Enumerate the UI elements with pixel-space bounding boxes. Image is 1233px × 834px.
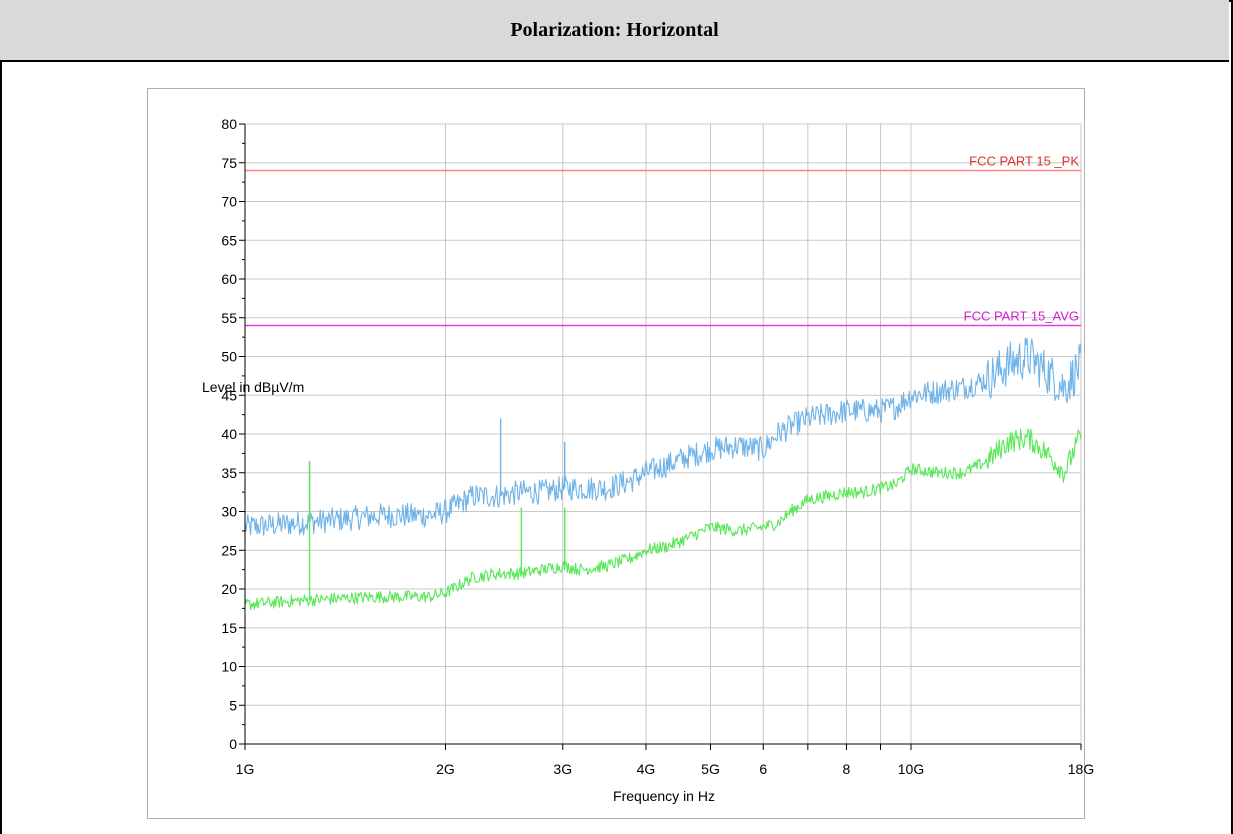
x-tick-label: 6 bbox=[759, 761, 767, 777]
y-tick-label: 0 bbox=[229, 736, 237, 752]
header-bar: Polarization: Horizontal bbox=[0, 0, 1229, 62]
x-tick-label: 5G bbox=[701, 761, 720, 777]
x-tick-label: 3G bbox=[553, 761, 572, 777]
chart-box bbox=[147, 88, 1085, 819]
series-group bbox=[244, 337, 1082, 611]
y-tick-label: 80 bbox=[221, 116, 237, 132]
y-tick-label: 35 bbox=[221, 465, 237, 481]
y-tick-label: 70 bbox=[221, 194, 237, 210]
y-tick-label: 20 bbox=[221, 581, 237, 597]
y-tick-label: 45 bbox=[221, 387, 237, 403]
y-tick-label: 5 bbox=[229, 697, 237, 713]
x-tick-label: 10G bbox=[898, 761, 924, 777]
y-tick-label: 60 bbox=[221, 271, 237, 287]
limit-label: FCC PART 15 _PK bbox=[969, 154, 1079, 169]
y-tick-label: 15 bbox=[221, 620, 237, 636]
y-tick-label: 75 bbox=[221, 155, 237, 171]
axes: 0 5 10 15 20 25 30 35 40 45 50 55 60 65 70 75 80 1G 2G 3G 4G… bbox=[221, 116, 1094, 777]
x-tick-label: 4G bbox=[637, 761, 656, 777]
y-tick-label: 50 bbox=[221, 349, 237, 365]
limit-lines: FCC PART 15 _PK FCC PART 15_AVG bbox=[245, 154, 1081, 327]
series-trace bbox=[244, 428, 1082, 611]
y-tick-label: 65 bbox=[221, 232, 237, 248]
polarization-title: Polarization: Horizontal bbox=[510, 18, 719, 41]
limit-label: FCC PART 15_AVG bbox=[964, 309, 1079, 324]
y-tick-label: 30 bbox=[221, 504, 237, 520]
y-tick-label: 40 bbox=[221, 426, 237, 442]
x-axis-title: Frequency in Hz bbox=[613, 788, 715, 804]
y-axis-title: Level in dBµV/m bbox=[202, 379, 304, 395]
y-tick-label: 25 bbox=[221, 542, 237, 558]
x-tick-label: 2G bbox=[436, 761, 455, 777]
y-tick-label: 55 bbox=[221, 310, 237, 326]
series-trace bbox=[244, 337, 1082, 536]
x-tick-label: 8 bbox=[843, 761, 851, 777]
x-tick-label: 1G bbox=[236, 761, 255, 777]
grid bbox=[244, 123, 1082, 745]
x-tick-label: 18G bbox=[1068, 761, 1094, 777]
y-tick-label: 10 bbox=[221, 659, 237, 675]
